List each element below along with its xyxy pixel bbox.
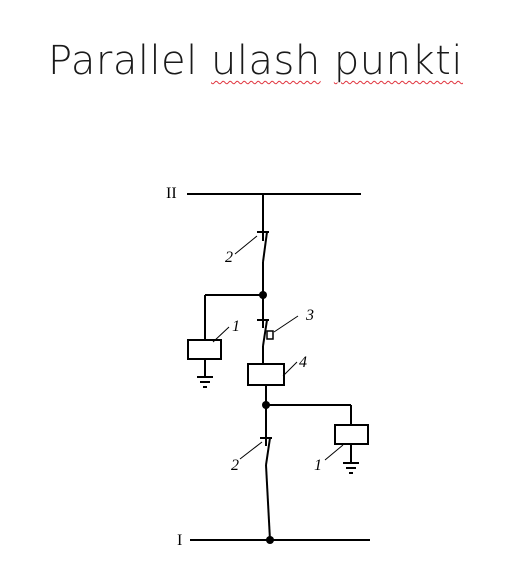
title-word-ulash: ulash bbox=[211, 38, 321, 84]
busbar-ii-label: II bbox=[166, 185, 177, 202]
left-arrester-leader bbox=[212, 326, 230, 343]
left-arrester bbox=[187, 339, 222, 360]
upper-disconnector-leader bbox=[234, 235, 258, 255]
breaker-leader bbox=[273, 315, 299, 333]
circuit-breaker bbox=[257, 295, 274, 364]
label-breaker: 3 bbox=[305, 307, 314, 324]
lower-disconnector bbox=[260, 405, 272, 541]
label-reactor: 4 bbox=[299, 354, 307, 371]
left-arrester-branch bbox=[187, 294, 263, 388]
label-left-arrester: 1 bbox=[232, 318, 240, 335]
reactor-leader bbox=[282, 361, 298, 377]
right-arrester-leader bbox=[324, 444, 344, 461]
busbar-i-label: I bbox=[177, 532, 182, 549]
title-word-punkti: punkti bbox=[333, 38, 463, 84]
title-word-parallel: Parallel bbox=[48, 38, 198, 84]
upper-disconnector bbox=[257, 194, 269, 295]
reactor bbox=[247, 363, 285, 386]
right-arrester-branch bbox=[266, 404, 369, 474]
label-right-arrester: 1 bbox=[314, 457, 322, 474]
label-upper-disconnector: 2 bbox=[225, 249, 233, 266]
slide-title: Parallel ulash punkti bbox=[0, 38, 511, 84]
right-arrester bbox=[334, 424, 369, 445]
label-lower-disconnector: 2 bbox=[231, 457, 239, 474]
lower-disconnector-leader bbox=[239, 441, 263, 460]
